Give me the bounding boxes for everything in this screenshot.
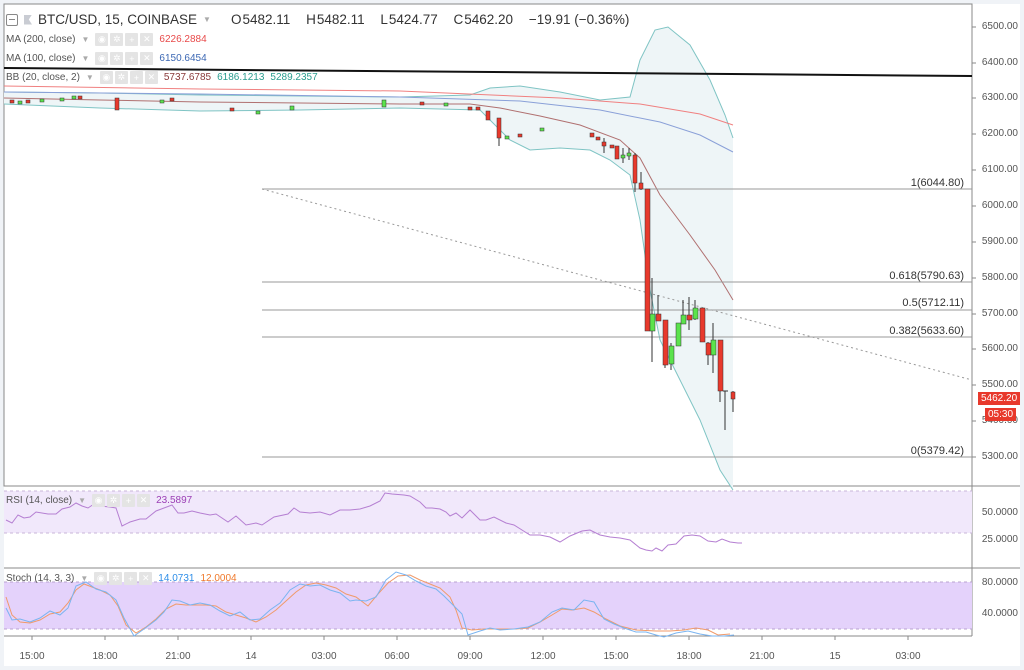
ma100-value: 6150.6454 xyxy=(159,53,207,64)
stoch-axis-80: 80.0000 xyxy=(981,577,1018,588)
fib-level-1: 1(6044.80) xyxy=(910,177,964,189)
stoch-d-value: 12.0004 xyxy=(200,573,237,584)
plus-icon[interactable]: + xyxy=(125,52,139,65)
chevron-down-icon[interactable]: ▼ xyxy=(85,73,94,82)
eye-icon[interactable]: ◉ xyxy=(94,572,108,585)
stoch-k-line xyxy=(5,571,735,638)
eye-icon[interactable]: ◉ xyxy=(95,52,109,65)
plus-icon[interactable]: + xyxy=(129,71,143,84)
open-value: 5482.11 xyxy=(242,12,291,27)
rsi-line xyxy=(5,492,742,552)
last-price-tag: 5462.20 xyxy=(978,392,1021,405)
gear-icon[interactable]: ✲ xyxy=(110,52,124,65)
chevron-down-icon[interactable]: ▼ xyxy=(81,35,90,44)
gear-icon[interactable]: ✲ xyxy=(107,494,121,507)
fib-level-0: 0(5379.42) xyxy=(910,445,964,457)
eye-icon[interactable]: ◉ xyxy=(92,494,106,507)
change-value: −19.91 (−0.36%) xyxy=(528,12,630,27)
bollinger-lower xyxy=(3,103,734,491)
close-icon[interactable]: ✕ xyxy=(140,33,154,46)
stoch-label[interactable]: Stoch (14, 3, 3) xyxy=(6,573,75,584)
gear-icon[interactable]: ✲ xyxy=(109,572,123,585)
stoch-axis-40: 40.0000 xyxy=(981,608,1018,619)
rsi-legend: RSI (14, close) ▼ ◉ ✲ + ✕ 23.5897 xyxy=(6,494,192,507)
plus-icon[interactable]: + xyxy=(122,494,136,507)
stoch-band xyxy=(4,582,972,629)
rsi-band xyxy=(4,491,972,533)
dotted-trendline xyxy=(261,188,973,381)
collapse-icon[interactable] xyxy=(6,13,18,26)
rsi-axis-25: 25.0000 xyxy=(981,534,1018,545)
candles-flat xyxy=(9,95,545,146)
flag-icon[interactable] xyxy=(24,14,32,25)
ohlc-values: O5482.11 H5482.11 L5424.77 C5462.20 −19.… xyxy=(230,12,630,27)
low-value: 5424.77 xyxy=(388,12,438,27)
ma100-legend: MA (100, close) ▼ ◉ ✲ + ✕ 6150.6454 xyxy=(6,52,207,65)
fib-level-0382: 0.382(5633.60) xyxy=(889,325,964,337)
bb-legend: BB (20, close, 2) ▼ ◉ ✲ + ✕ 5737.6785 61… xyxy=(6,71,318,84)
chevron-down-icon[interactable]: ▼ xyxy=(78,496,87,505)
eye-icon[interactable]: ◉ xyxy=(95,33,109,46)
stoch-legend: Stoch (14, 3, 3) ▼ ◉ ✲ + ✕ 14.0731 12.00… xyxy=(6,572,237,585)
plus-icon[interactable]: + xyxy=(125,33,139,46)
rsi-axis-50: 50.0000 xyxy=(981,507,1018,518)
bb-upper-value: 6186.1213 xyxy=(217,72,265,83)
gear-icon[interactable]: ✲ xyxy=(110,33,124,46)
ma200-value: 6226.2884 xyxy=(159,34,207,45)
fib-level-05: 0.5(5712.11) xyxy=(902,297,964,309)
chevron-down-icon[interactable]: ▼ xyxy=(80,574,89,583)
bb-basis-value: 5737.6785 xyxy=(163,72,212,83)
ma200-label[interactable]: MA (200, close) xyxy=(6,34,76,45)
symbol-legend: BTC/USD, 15, COINBASE ▼ O5482.11 H5482.1… xyxy=(6,12,635,27)
close-icon[interactable]: ✕ xyxy=(137,494,151,507)
close-value: 5462.20 xyxy=(464,12,514,27)
high-value: 5482.11 xyxy=(316,12,365,27)
ma200-line xyxy=(3,85,734,126)
plus-icon[interactable]: + xyxy=(124,572,138,585)
stoch-d-line xyxy=(5,574,731,636)
rsi-value: 23.5897 xyxy=(156,495,193,506)
bb-label[interactable]: BB (20, close, 2) xyxy=(6,72,80,83)
fibonacci-lines xyxy=(262,188,972,458)
chevron-down-icon[interactable]: ▼ xyxy=(203,15,211,24)
stoch-k-value: 14.0731 xyxy=(158,573,195,584)
time-ticks xyxy=(31,636,909,640)
gear-icon[interactable]: ✲ xyxy=(114,71,128,84)
resistance-trendline xyxy=(3,67,973,77)
bb-lower-value: 5289.2357 xyxy=(270,72,318,83)
bollinger-upper xyxy=(3,26,734,139)
ma200-legend: MA (200, close) ▼ ◉ ✲ + ✕ 6226.2884 xyxy=(6,33,207,46)
ma100-line xyxy=(3,91,734,153)
symbol-title[interactable]: BTC/USD, 15, COINBASE xyxy=(38,12,198,27)
bollinger-band-fill xyxy=(4,27,733,490)
close-icon[interactable]: ✕ xyxy=(144,71,158,84)
close-icon[interactable]: ✕ xyxy=(139,572,153,585)
ma100-label[interactable]: MA (100, close) xyxy=(6,53,76,64)
close-icon[interactable]: ✕ xyxy=(140,52,154,65)
fib-level-0618: 0.618(5790.63) xyxy=(889,270,964,282)
eye-icon[interactable]: ◉ xyxy=(99,71,113,84)
bollinger-basis xyxy=(3,97,734,301)
price-ticks xyxy=(972,26,976,458)
candles-crash xyxy=(589,132,736,430)
rsi-label[interactable]: RSI (14, close) xyxy=(6,495,73,506)
countdown-tag: 05:30 xyxy=(985,408,1017,421)
chevron-down-icon[interactable]: ▼ xyxy=(81,54,90,63)
